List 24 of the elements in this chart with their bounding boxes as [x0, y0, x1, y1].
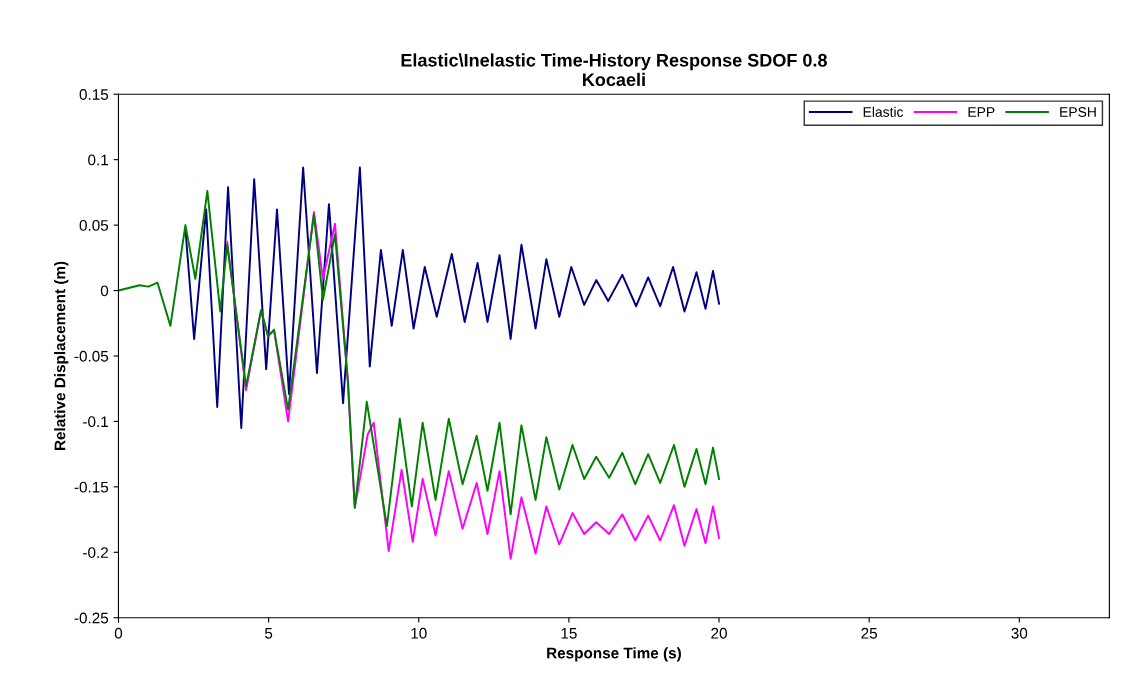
line-series — [184, 166, 720, 429]
chart-title: Elastic\Inelastic Time-History Response SDOF 0.8 Kocaeli — [401, 53, 827, 87]
legend-label: Elastic — [863, 106, 904, 117]
x-tick-label: 10 — [411, 627, 427, 639]
legend-label: EPP — [968, 107, 995, 117]
line-series — [118, 190, 720, 528]
x-tick-label: 20 — [711, 627, 727, 639]
y-axis-title: Relative Displacement (m) — [54, 261, 69, 451]
y-tick-label: 0.05 — [79, 219, 109, 231]
y-tick-label: -0.2 — [83, 547, 108, 558]
y-tick-label: -0.15 — [74, 481, 109, 493]
x-tick-label: 30 — [1011, 627, 1028, 639]
y-tick-label: 0 — [100, 285, 109, 297]
y-tick-label: 0.15 — [79, 89, 109, 100]
x-axis-title: Response Time (s) — [547, 647, 681, 662]
y-tick-label: -0.1 — [83, 416, 108, 428]
y-tick-label: 0.1 — [88, 154, 108, 166]
y-tick-label: -0.25 — [74, 612, 109, 624]
x-tick-label: 25 — [861, 627, 878, 639]
x-tick-label: 0 — [114, 627, 123, 639]
x-tick-label: 5 — [264, 628, 273, 639]
y-tick-label: -0.05 — [74, 350, 109, 362]
x-tick-label: 15 — [561, 628, 577, 639]
legend-label: EPSH — [1060, 107, 1096, 117]
